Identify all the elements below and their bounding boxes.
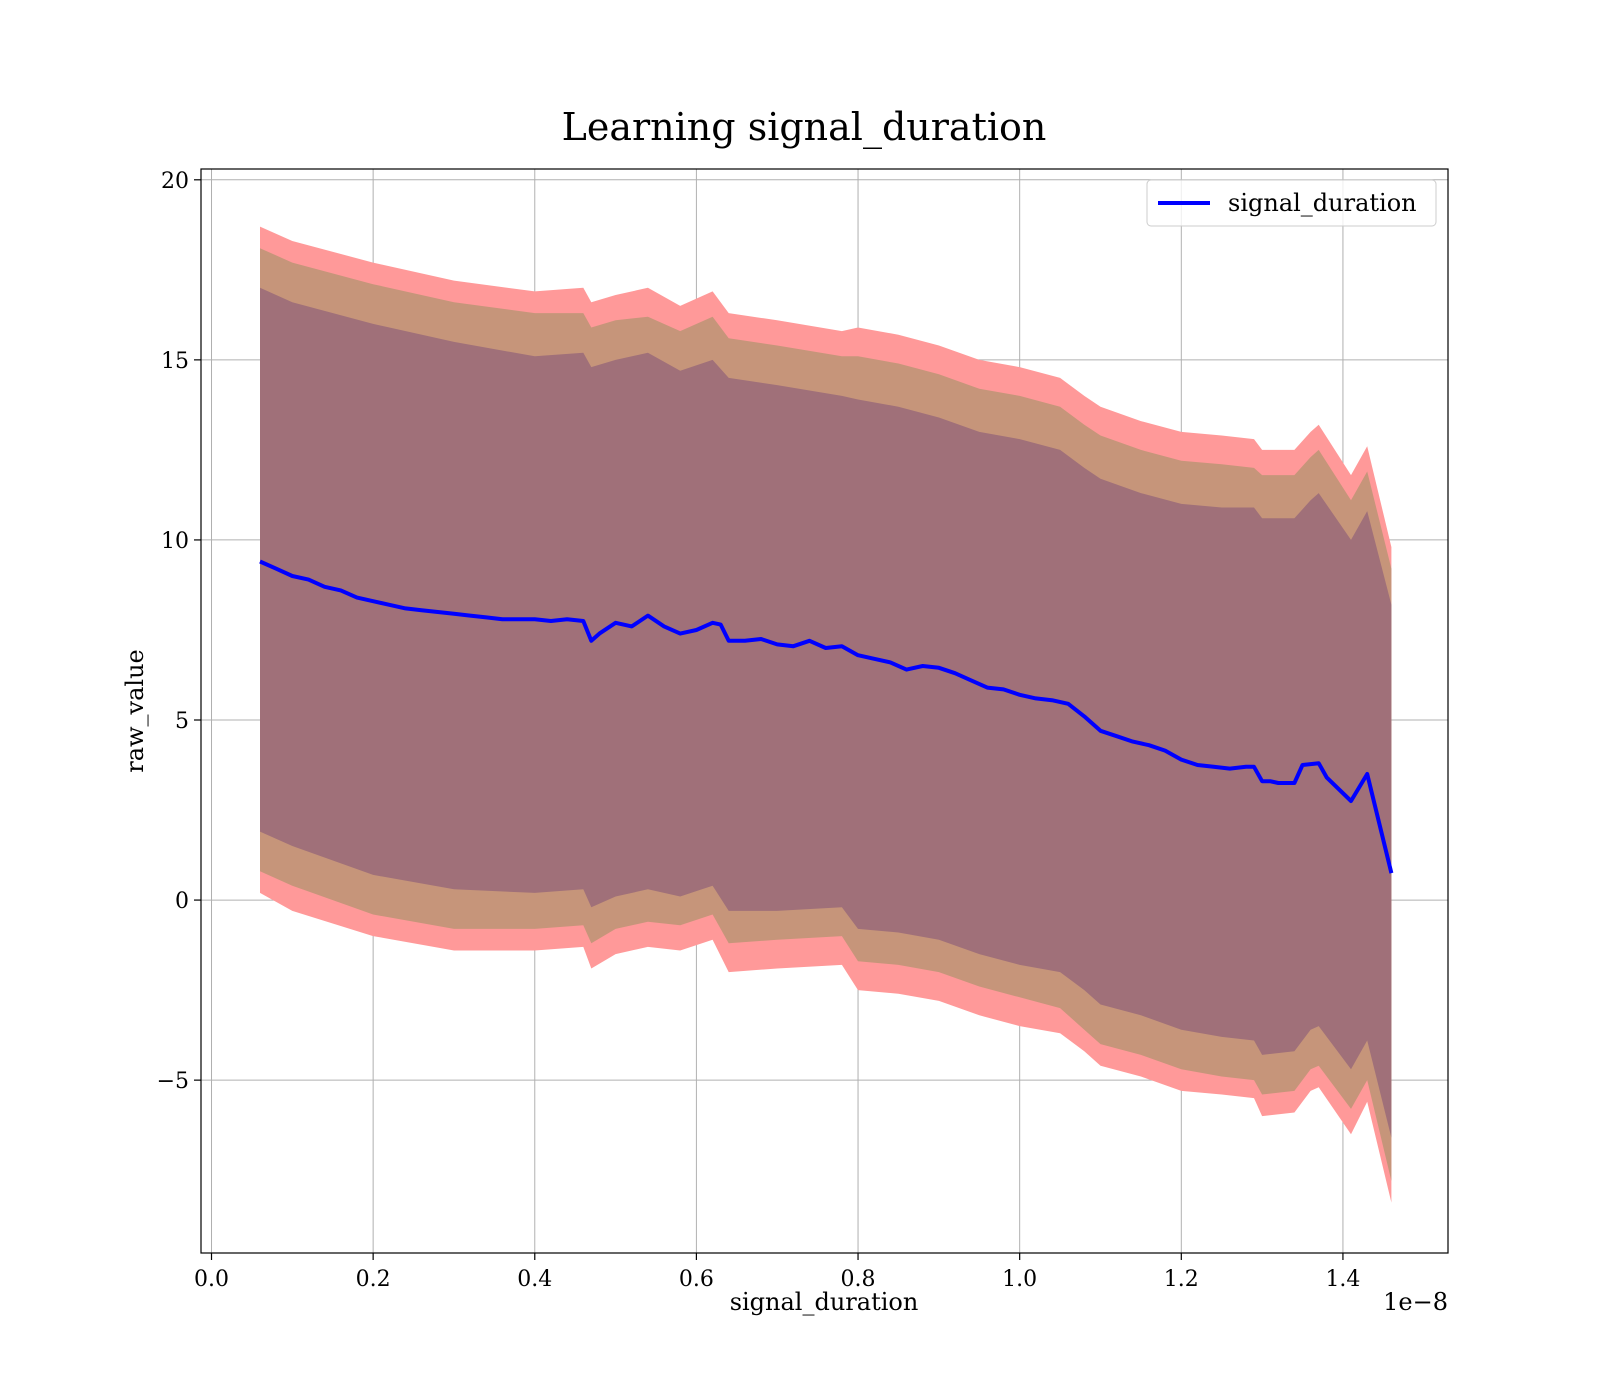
y-axis-ticks: 20 15 10 5 0 −5 [157,169,201,1094]
x-tick-label: 1.2 [1164,1267,1199,1292]
legend-label: signal_duration [1228,189,1417,217]
legend-box [1146,179,1437,227]
x-axis-ticks: 0.0 0.2 0.4 0.6 0.8 1.0 1.2 1.4 [194,1253,1360,1292]
chart-title: Learning signal_duration [562,105,1047,150]
x-tick-label: 1.0 [1002,1267,1037,1292]
y-tick-label: 20 [161,169,189,194]
x-axis-offset-text: 1e−8 [1383,1288,1448,1316]
x-tick-label: 1.4 [1325,1267,1360,1292]
x-tick-label: 0.4 [517,1267,552,1292]
confidence-bands [260,226,1392,1203]
y-tick-label: 10 [161,529,189,554]
y-tick-label: 0 [175,889,189,914]
y-tick-label: −5 [157,1069,189,1094]
band-inner [260,287,1392,1138]
x-tick-label: 0.0 [194,1267,229,1292]
series-lines [259,559,1394,874]
x-axis-label: signal_duration [730,1288,919,1316]
x-tick-label: 0.2 [356,1267,391,1292]
y-tick-label: 5 [175,709,189,734]
x-tick-label: 0.8 [841,1267,876,1292]
plot-frame [200,168,1449,1254]
series-line [259,559,1394,874]
legend: signal_duration [1146,179,1437,227]
x-tick-label: 0.6 [679,1267,714,1292]
y-tick-label: 15 [161,349,189,374]
y-axis-label: raw_value [121,649,149,773]
